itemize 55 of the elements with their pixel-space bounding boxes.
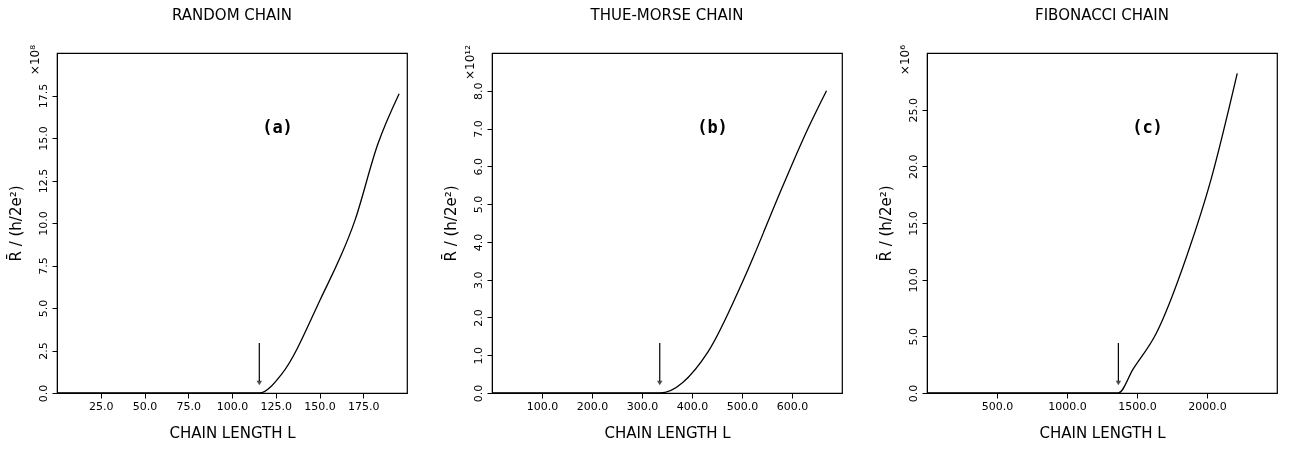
x-tick-label: 400.0 <box>676 399 709 413</box>
x-tick-label: 200.0 <box>576 399 609 413</box>
y-tick-label: 2.0 <box>471 309 485 327</box>
chart-title: RANDOM CHAIN <box>171 6 293 24</box>
y-tick-label: 5.0 <box>906 328 920 346</box>
x-tick-label: 1000.0 <box>1048 399 1087 413</box>
x-tick-label: 125.0 <box>260 399 292 413</box>
y-tick-label: 7.0 <box>471 120 485 138</box>
x-tick-label: 100.0 <box>526 399 559 413</box>
y-tick-label: 0.0 <box>36 384 50 403</box>
annotation: (b) <box>697 116 728 137</box>
y-tick-label: 15.0 <box>906 211 920 236</box>
x-tick-label: 75.0 <box>176 399 201 413</box>
x-tick-label: 50.0 <box>132 399 158 413</box>
y-tick-label: 4.0 <box>471 233 485 252</box>
y-tick-label: 10.0 <box>36 211 50 236</box>
y-tick-label: 0.0 <box>471 384 485 403</box>
y-tick-label: 7.5 <box>36 257 50 275</box>
x-axis-title: CHAIN LENGTH L <box>169 423 297 442</box>
x-axis-title: CHAIN LENGTH L <box>604 423 732 442</box>
annotation: (c) <box>1132 116 1163 137</box>
y-axis-title: R̄ / (h/2e²) <box>440 185 460 262</box>
x-tick-label: 600.0 <box>776 399 809 413</box>
y-tick-label: 0.0 <box>906 384 920 403</box>
x-axis-title: CHAIN LENGTH L <box>1039 423 1167 442</box>
x-tick-label: 300.0 <box>626 399 659 413</box>
y-tick-label: 15.0 <box>36 126 50 151</box>
y-axis-title: R̄ / (h/2e²) <box>5 185 25 262</box>
y-tick-label: 3.0 <box>471 271 485 289</box>
x-tick-label: 1500.0 <box>1118 399 1157 413</box>
x-tick-label: 500.0 <box>981 399 1014 413</box>
y-tick-label: 5.0 <box>471 195 485 214</box>
text: ×10⁸ <box>28 44 42 76</box>
y-tick-label: 17.5 <box>36 83 50 109</box>
text: ×10¹² <box>463 44 477 80</box>
chart-title: FIBONACCI CHAIN <box>1035 6 1169 24</box>
y-tick-label: 2.5 <box>36 342 50 360</box>
chart-title: THUE-MORSE CHAIN <box>589 6 744 24</box>
y-tick-label: 12.5 <box>36 168 50 194</box>
y-tick-label: 10.0 <box>906 267 920 293</box>
x-tick-label: 175.0 <box>348 399 380 413</box>
y-tick-label: 1.0 <box>471 346 485 365</box>
y-axis-title: R̄ / (h/2e²) <box>875 185 895 262</box>
x-tick-label: 150.0 <box>304 399 336 413</box>
x-tick-label: 25.0 <box>89 399 114 413</box>
y-tick-label: 8.0 <box>471 82 485 101</box>
y-tick-label: 5.0 <box>36 299 50 318</box>
y-tick-label: 25.0 <box>906 97 920 123</box>
y-tick-label: 20.0 <box>906 154 920 180</box>
text: ×10⁶ <box>898 44 912 76</box>
x-tick-label: 500.0 <box>726 399 759 413</box>
x-tick-label: 100.0 <box>216 399 249 413</box>
annotation: (a) <box>262 116 293 137</box>
y-tick-label: 6.0 <box>471 158 485 176</box>
x-tick-label: 2000.0 <box>1188 399 1227 413</box>
